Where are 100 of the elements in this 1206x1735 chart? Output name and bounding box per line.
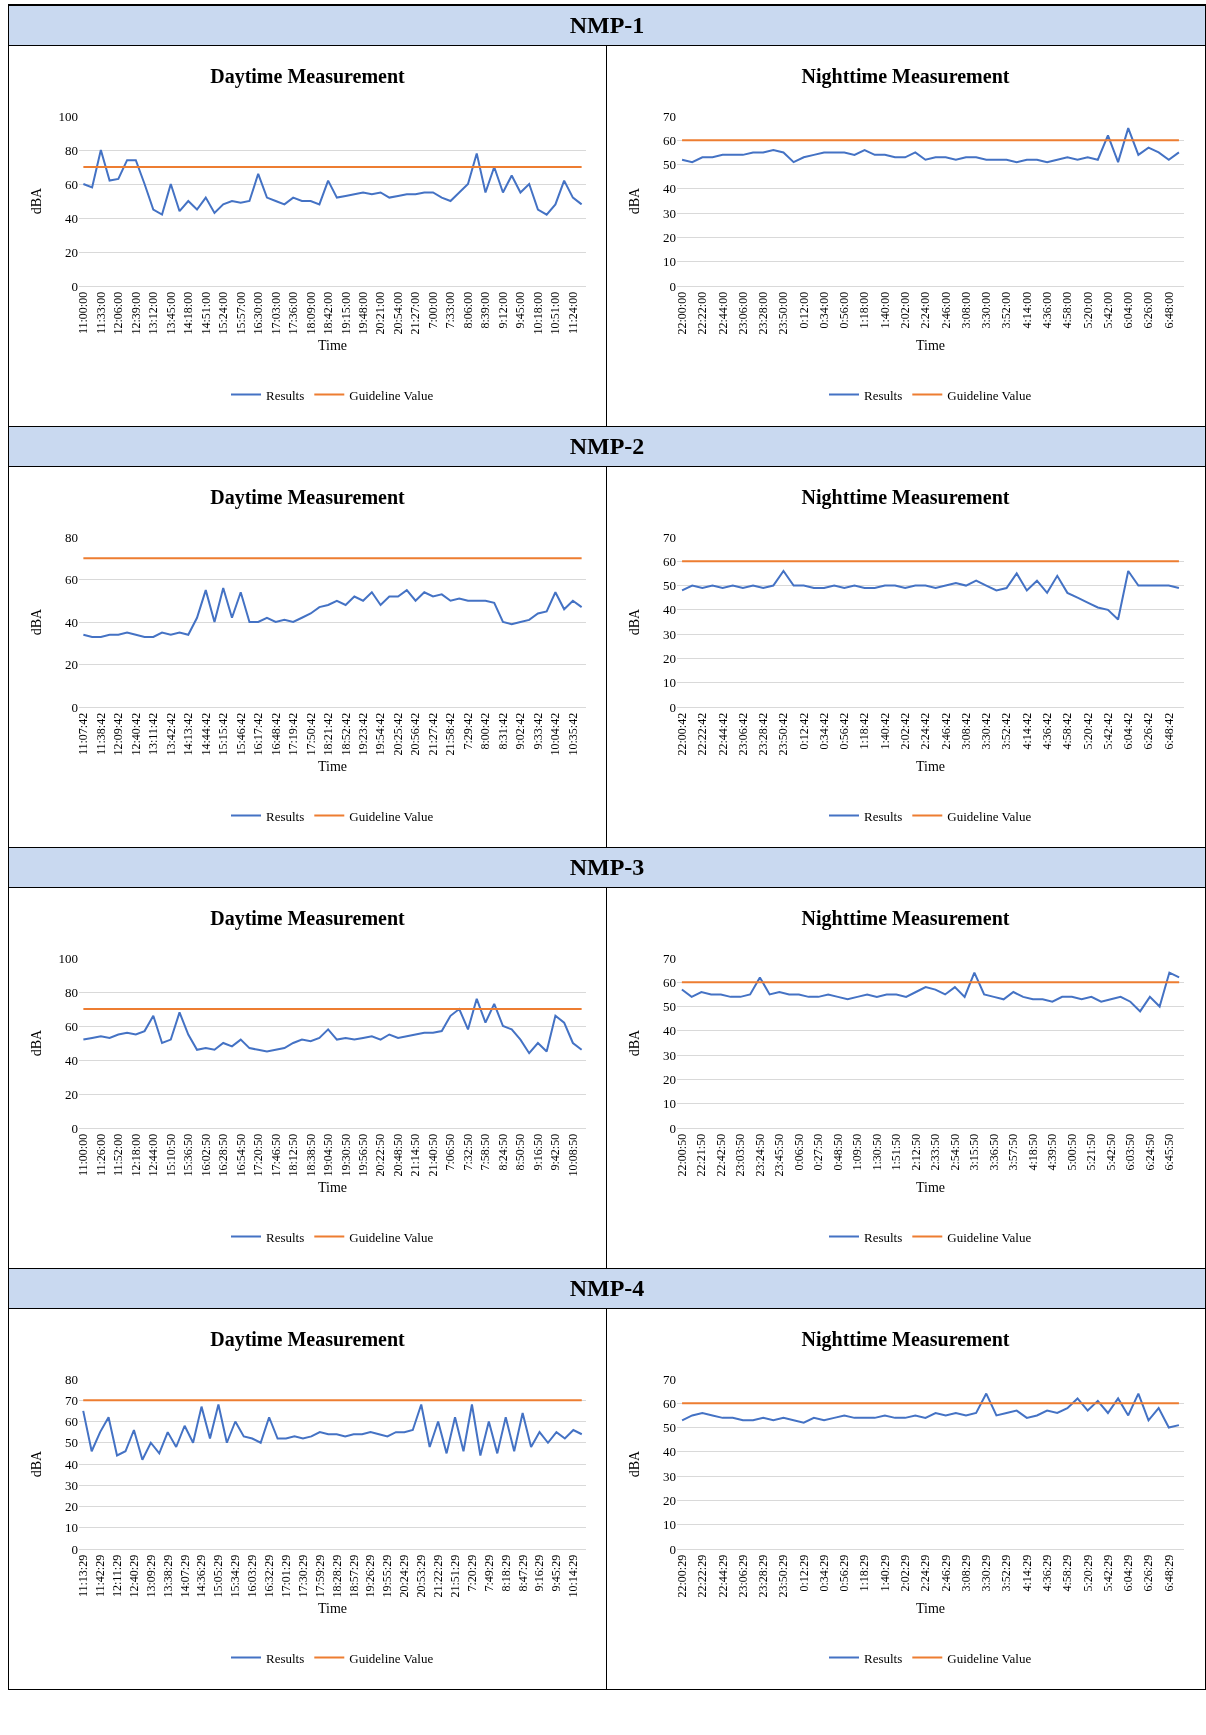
x-tick-label: 22:22:42 (695, 712, 710, 756)
x-tick-label: 19:55:29 (380, 1554, 395, 1598)
y-axis-title: dBA (627, 186, 642, 215)
x-tick-label: 9:02:42 (513, 712, 528, 750)
line-series (681, 1392, 1180, 1429)
x-tick-label: 20:56:42 (408, 712, 423, 756)
x-tick-label: 0:27:50 (811, 1133, 826, 1171)
x-tick-label: 9:45:29 (549, 1554, 564, 1592)
x-tick-label: 18:52:42 (338, 712, 353, 756)
x-tick-label: 4:39:50 (1045, 1133, 1060, 1171)
x-tick-label: 13:45:00 (163, 291, 178, 335)
x-tick-label: 16:54:50 (233, 1133, 248, 1177)
y-tick-label: 20 (65, 1499, 78, 1515)
x-tick-label: 7:32:50 (460, 1133, 475, 1171)
legend-label: Results (864, 808, 903, 824)
y-axis-title: dBA (627, 607, 642, 636)
y-tick-label: 0 (669, 278, 676, 294)
x-tick-label: 0:34:42 (816, 712, 831, 750)
x-tick-label: 12:40:42 (128, 712, 143, 756)
x-tick-label: 1:51:50 (889, 1133, 904, 1171)
x-tick-label: 0:12:29 (796, 1554, 811, 1592)
x-tick-label: 22:00:42 (674, 712, 689, 756)
x-tick-label: 1:09:50 (850, 1133, 865, 1171)
x-tick-label: 15:46:42 (233, 712, 248, 756)
x-tick-label: 2:12:50 (908, 1133, 923, 1171)
x-tick-label: 8:06:00 (460, 291, 475, 329)
x-tick-label: 21:27:42 (425, 712, 440, 756)
x-tick-label: 0:12:42 (796, 712, 811, 750)
x-tick-label: 14:51:00 (198, 291, 213, 335)
x-tick-label: 4:36:29 (1040, 1554, 1055, 1592)
x-axis-title: Time (317, 1179, 348, 1195)
x-tick-label: 3:52:00 (999, 291, 1014, 329)
x-tick-label: 11:42:29 (93, 1554, 108, 1598)
y-tick-label: 0 (669, 1120, 676, 1136)
x-tick-label: 6:48:29 (1161, 1554, 1176, 1592)
x-tick-label: 1:40:00 (877, 291, 892, 329)
x-tick-label: 13:42:42 (163, 712, 178, 756)
legend-label: Guideline Value (947, 1229, 1032, 1245)
x-tick-label: 22:44:00 (715, 291, 730, 335)
legend-label: Guideline Value (349, 1229, 434, 1245)
x-tick-label: 8:24:50 (495, 1133, 510, 1171)
x-tick-label: 9:33:42 (530, 712, 545, 750)
x-tick-label: 4:58:00 (1060, 291, 1075, 329)
y-axis-title: dBA (627, 1449, 642, 1478)
x-tick-label: 16:28:50 (216, 1133, 231, 1177)
y-axis-title: dBA (29, 186, 44, 215)
x-tick-label: 23:06:29 (735, 1554, 750, 1598)
x-tick-label: 4:18:50 (1025, 1133, 1040, 1171)
y-tick-label: 80 (65, 142, 78, 158)
x-tick-label: 12:06:00 (111, 291, 126, 335)
text: NMP-2 (9, 426, 1205, 467)
x-tick-label: 7:33:00 (443, 291, 458, 329)
x-tick-label: 23:24:50 (752, 1133, 767, 1177)
x-tick-label: 12:18:00 (128, 1133, 143, 1177)
legend-label: Guideline Value (947, 387, 1032, 403)
y-tick-label: 20 (663, 1492, 676, 1508)
x-tick-label: 6:04:29 (1121, 1554, 1136, 1592)
y-tick-label: 40 (65, 1456, 78, 1472)
x-tick-label: 19:26:29 (363, 1554, 378, 1598)
y-tick-label: 60 (663, 1395, 676, 1411)
x-tick-label: 15:34:29 (228, 1554, 243, 1598)
y-tick-label: 50 (663, 157, 676, 173)
x-tick-label: 17:36:00 (286, 291, 301, 335)
y-tick-label: 60 (663, 553, 676, 569)
x-tick-label: 14:36:29 (194, 1554, 209, 1598)
x-tick-label: 5:42:29 (1100, 1554, 1115, 1592)
x-tick-label: 17:19:42 (286, 712, 301, 756)
x-tick-label: 16:30:00 (251, 291, 266, 335)
x-tick-label: 20:53:29 (414, 1554, 429, 1598)
x-tick-label: 20:21:00 (373, 291, 388, 335)
x-tick-label: 22:44:42 (715, 712, 730, 756)
x-tick-label: 6:03:50 (1123, 1133, 1138, 1171)
x-tick-label: 2:24:29 (918, 1554, 933, 1592)
x-tick-label: 0:48:50 (830, 1133, 845, 1171)
x-tick-label: 1:40:29 (877, 1554, 892, 1592)
x-tick-label: 3:30:42 (979, 712, 994, 750)
x-tick-label: 4:14:00 (1019, 291, 1034, 329)
x-tick-label: 6:04:42 (1121, 712, 1136, 750)
y-tick-label: 30 (65, 1477, 78, 1493)
x-tick-label: 16:02:50 (198, 1133, 213, 1177)
x-axis-title: Time (915, 758, 946, 774)
y-tick-label: 30 (663, 1468, 676, 1484)
x-tick-label: 17:20:50 (251, 1133, 266, 1177)
line-series (82, 587, 583, 638)
y-tick-label: 60 (65, 1414, 78, 1430)
x-tick-label: 0:56:00 (837, 291, 852, 329)
x-tick-label: 1:18:00 (857, 291, 872, 329)
x-axis-title: Time (915, 1179, 946, 1195)
legend-label: Results (864, 1229, 903, 1245)
x-tick-label: 13:09:29 (143, 1554, 158, 1598)
x-tick-label: 9:12:00 (495, 291, 510, 329)
y-tick-label: 40 (663, 181, 676, 197)
line-series (680, 971, 1181, 1013)
y-tick-label: 40 (65, 1052, 78, 1068)
y-tick-label: 20 (65, 244, 78, 260)
legend-label: Guideline Value (349, 808, 434, 824)
y-tick-label: 0 (71, 1120, 78, 1136)
x-tick-label: 12:39:00 (128, 291, 143, 335)
x-tick-label: 5:21:50 (1084, 1133, 1099, 1171)
x-tick-label: 5:42:42 (1100, 712, 1115, 750)
